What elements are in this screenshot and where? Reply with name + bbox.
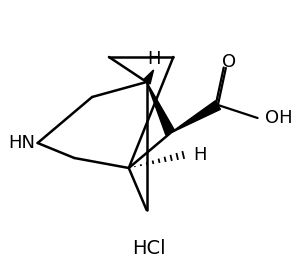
Polygon shape [143,70,154,84]
Text: OH: OH [266,109,293,127]
Text: O: O [222,53,236,71]
Polygon shape [147,82,175,135]
Polygon shape [170,101,220,133]
Text: HCl: HCl [132,239,165,258]
Text: H: H [147,50,160,68]
Text: HN: HN [8,134,35,152]
Text: H: H [193,146,207,164]
